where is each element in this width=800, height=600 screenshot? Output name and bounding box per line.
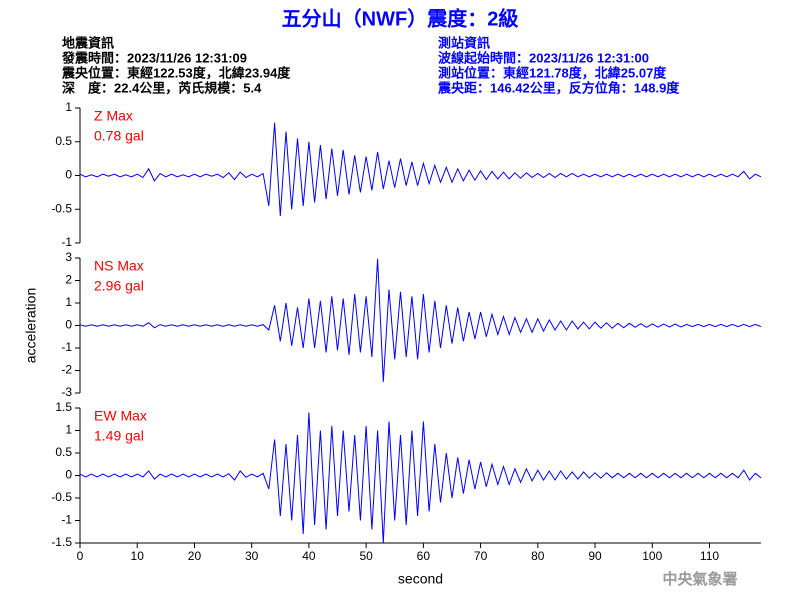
y-tick-label: -1 xyxy=(61,340,72,354)
max-annotation: 2.96 gal xyxy=(94,278,144,294)
y-tick-label: 0 xyxy=(65,468,72,482)
waveform xyxy=(79,258,762,382)
y-tick-label: -3 xyxy=(61,385,72,399)
max-annotation: 1.49 gal xyxy=(94,428,144,444)
waveform xyxy=(79,122,762,217)
y-tick-label: 1 xyxy=(65,423,72,437)
station-info: 波線起始時間：2023/11/26 12:31:00 xyxy=(438,50,649,65)
y-axis-label: acceleration xyxy=(23,288,39,364)
quake-info: 深 度：22.4公里，芮氏規模：5.4 xyxy=(62,80,262,95)
x-tick-label: 110 xyxy=(700,549,719,563)
y-tick-label: -2 xyxy=(61,363,72,377)
y-tick-label: -1 xyxy=(61,235,72,249)
waveform xyxy=(79,412,762,544)
station-info: 測站位置：東經121.78度，北緯25.07度 xyxy=(438,65,667,80)
x-tick-label: 80 xyxy=(531,549,545,563)
y-tick-label: 1 xyxy=(65,100,72,114)
max-annotation: NS Max xyxy=(94,258,144,274)
y-tick-label: 0.5 xyxy=(55,445,72,459)
x-tick-label: 0 xyxy=(77,549,84,563)
x-tick-label: 100 xyxy=(642,549,662,563)
max-annotation: Z Max xyxy=(94,108,133,124)
x-tick-label: 40 xyxy=(302,549,316,563)
y-tick-label: 3 xyxy=(65,250,72,264)
max-annotation: EW Max xyxy=(94,408,147,424)
quake-info: 發震時間：2023/11/26 12:31:09 xyxy=(61,50,247,65)
y-tick-label: 0 xyxy=(65,318,72,332)
y-tick-label: 2 xyxy=(65,273,72,287)
x-axis-label: second xyxy=(398,571,443,587)
title: 五分山（NWF）震度：2級 xyxy=(282,6,519,30)
y-tick-label: -0.5 xyxy=(51,201,72,215)
quake-info: 震央位置：東經122.53度，北緯23.94度 xyxy=(61,65,291,80)
y-tick-label: -0.5 xyxy=(51,490,72,504)
y-tick-label: -1 xyxy=(61,513,72,527)
y-tick-label: 1 xyxy=(65,295,72,309)
x-tick-label: 20 xyxy=(188,549,202,563)
station-info: 震央距：146.42公里，反方位角：148.9度 xyxy=(437,80,680,95)
x-tick-label: 30 xyxy=(245,549,259,563)
x-tick-label: 90 xyxy=(588,549,602,563)
station-info: 測站資訊 xyxy=(438,35,490,50)
y-tick-label: 0 xyxy=(65,168,72,182)
y-tick-label: 0.5 xyxy=(55,134,72,148)
x-tick-label: 50 xyxy=(359,549,373,563)
y-tick-label: 1.5 xyxy=(55,400,72,414)
footer: 中央氣象署 xyxy=(662,570,737,588)
max-annotation: 0.78 gal xyxy=(94,128,144,144)
y-tick-label: -1.5 xyxy=(51,535,72,549)
x-tick-label: 70 xyxy=(474,549,488,563)
x-tick-label: 60 xyxy=(417,549,431,563)
x-tick-label: 10 xyxy=(131,549,145,563)
quake-info: 地震資訊 xyxy=(62,35,114,50)
